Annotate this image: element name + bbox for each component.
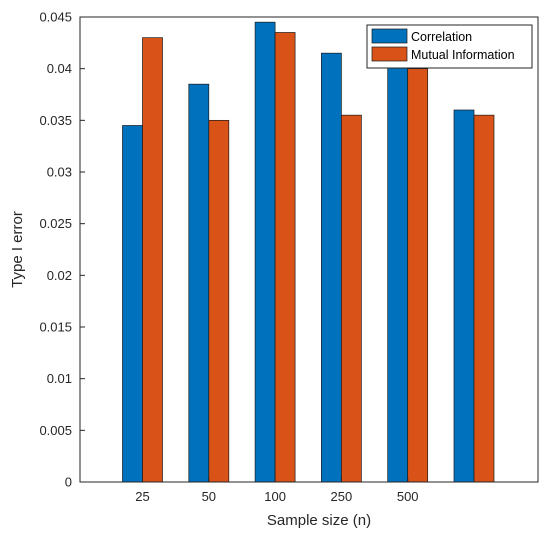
y-axis-ticks: 0 0.005 0.01 0.015 0.02 0.025 0.03 0.035 0.04 0.0…: [39, 10, 85, 490]
y-tick-label: 0.04: [47, 61, 72, 76]
bar-mutual-information-500-4: [407, 68, 429, 483]
y-tick-label: 0.01: [47, 371, 72, 386]
legend-swatch-mutual-information: [371, 46, 408, 62]
x-tick-label: 250: [331, 489, 353, 504]
bar-correlation-blank-5: [453, 109, 475, 483]
legend-swatch-correlation: [371, 28, 408, 44]
y-tick-label: 0.025: [39, 216, 72, 231]
bar-correlation-25-0: [122, 125, 143, 483]
x-tick-label: 25: [135, 489, 149, 504]
bar-correlation-250-3: [321, 52, 342, 483]
y-axis-label: Type I error: [9, 211, 26, 288]
bar-correlation-50-1: [188, 83, 210, 483]
x-axis-label: Sample size (n): [267, 512, 371, 529]
legend-label-mutual-information: Mutual Information: [411, 48, 515, 62]
y-tick-label: 0.015: [39, 320, 72, 335]
legend-label-correlation: Correlation: [411, 30, 472, 44]
y-tick-label: 0.02: [47, 268, 72, 283]
x-axis-ticks: 25 50 100 250 500: [135, 477, 475, 504]
bar-mutual-information-25-0: [142, 37, 163, 483]
x-tick-label: 100: [264, 489, 286, 504]
bar-mutual-information-100-2: [274, 32, 296, 483]
bar-correlation-500-4: [387, 63, 409, 483]
y-tick-label: 0.005: [39, 423, 72, 438]
legend: Correlation Mutual Information: [366, 24, 533, 69]
x-tick-label: 500: [397, 489, 419, 504]
bar-mutual-information-blank-5: [473, 114, 495, 483]
bars-layer: [122, 21, 495, 483]
y-tick-label: 0: [65, 475, 72, 490]
bar-mutual-information-50-1: [208, 119, 230, 483]
bar-correlation-100-2: [254, 21, 276, 483]
x-tick-label: 50: [202, 489, 216, 504]
y-tick-label: 0.03: [47, 165, 72, 180]
y-tick-label: 0.035: [39, 113, 72, 128]
y-tick-label: 0.045: [39, 10, 72, 25]
axes-box: [79, 16, 539, 483]
bar-mutual-information-250-3: [341, 114, 362, 483]
